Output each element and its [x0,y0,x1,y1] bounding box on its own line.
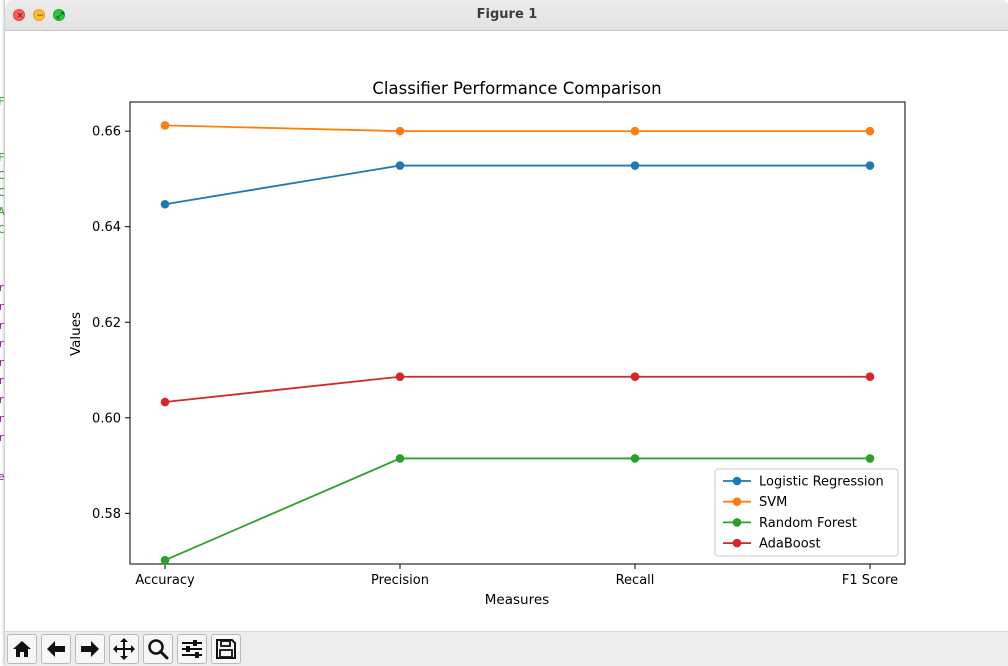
data-point [395,126,405,136]
series-svm [160,121,875,136]
terminal-glyph: r [0,337,5,350]
x-tick-label: Precision [371,573,429,588]
window-title: Figure 1 [476,7,538,22]
terminal-glyph: F [0,95,5,108]
y-tick-label: 0.58 [92,507,121,522]
x-tick-label: F1 Score [842,573,898,588]
back-button[interactable] [41,634,71,664]
legend-entry: AdaBoost [723,537,821,552]
data-point [865,372,875,382]
home-icon [13,641,31,657]
data-point [865,126,875,136]
data-point [160,121,170,130]
minimize-icon: − [36,11,44,21]
configure-subplots-icon [182,640,202,658]
legend-marker [732,538,742,548]
legend-label: SVM [759,495,787,510]
zoom-button[interactable] [143,634,173,664]
legend-entry: Logistic Regression [723,475,884,490]
save-button[interactable] [211,634,241,664]
legend-marker [732,497,742,507]
back-arrow-icon [47,641,65,657]
x-tick-label: Accuracy [135,573,195,588]
data-point [160,555,170,565]
data-point [630,161,640,170]
legend: Logistic Regression SVM Random Forest AdaBo… [714,468,899,557]
home-button[interactable] [7,634,37,664]
terminal-glyph: C [0,186,5,199]
legend-box [714,468,899,557]
legend-label: Logistic Regression [759,475,884,490]
x-tick-label: Recall [616,573,655,588]
series-random-forest [160,454,875,565]
forward-arrow-icon [81,641,99,657]
terminal-glyph: r [0,281,5,294]
terminal-glyph: r [0,319,5,332]
navigation-toolbar [5,631,1008,666]
data-point [865,454,875,463]
legend-entry: Random Forest [723,516,857,531]
forward-button[interactable] [75,634,105,664]
terminal-glyph: r [0,393,5,406]
data-point [630,454,640,463]
fullscreen-window-button[interactable]: ⤢ [53,9,65,21]
series-layer [160,121,875,565]
figure-canvas[interactable]: Classifier Performance Comparison 0.58 0.… [5,31,1008,631]
y-axis: 0.58 0.60 0.62 0.64 0.66 [92,125,130,522]
terminal-glyph: r [0,300,5,313]
data-point [395,454,405,463]
y-tick-label: 0.62 [92,316,121,331]
terminal-glyph: e [0,470,5,483]
fullscreen-icon: ⤢ [56,11,64,21]
series-line [164,164,870,206]
data-point [160,397,170,407]
terminal-glyph: C [0,223,5,236]
data-point [630,126,640,136]
data-point [395,161,405,170]
y-axis-label: Values [68,312,84,356]
legend-label: AdaBoost [759,537,821,552]
save-disk-icon [216,639,236,659]
terminal-glyph: r [0,431,5,444]
pan-move-icon [113,638,135,660]
series-logistic-regression [160,161,875,209]
series-line [164,375,870,403]
terminal-glyph: r [0,374,5,387]
legend-label: Random Forest [759,516,857,531]
chart-title: Classifier Performance Comparison [372,79,661,98]
pan-button[interactable] [109,634,139,664]
close-icon: × [16,11,24,21]
y-tick-label: 0.60 [92,411,121,426]
terminal-glyph: r [0,356,5,369]
minimize-window-button[interactable]: − [33,9,45,21]
x-axis-label: Measures [485,592,549,608]
configure-subplots-button[interactable] [177,634,207,664]
legend-marker [732,476,742,486]
title-bar[interactable]: × − ⤢ Figure 1 [5,0,1008,31]
data-point [630,372,640,382]
data-point [865,161,875,170]
terminal-glyph: r [0,412,5,425]
data-point [395,372,405,382]
series-adaboost [160,372,875,407]
y-tick-label: 0.66 [92,125,121,140]
y-tick-label: 0.64 [92,220,121,235]
terminal-glyph: A [0,205,5,218]
line-chart: Classifier Performance Comparison 0.580.… [68,79,906,608]
x-axis: Accuracy Precision Recall F1 Score [135,564,898,588]
close-window-button[interactable]: × [13,9,25,21]
zoom-magnifier-icon [148,639,169,660]
terminal-glyph: F [0,151,5,164]
legend-marker [732,518,742,527]
data-point [160,199,170,209]
legend-entry: SVM [723,495,787,510]
series-line [164,457,870,562]
terminal-glyph: C [0,169,5,182]
figure-window: × − ⤢ Figure 1 Classifier Performance Co… [4,0,1008,666]
series-line [164,124,870,133]
